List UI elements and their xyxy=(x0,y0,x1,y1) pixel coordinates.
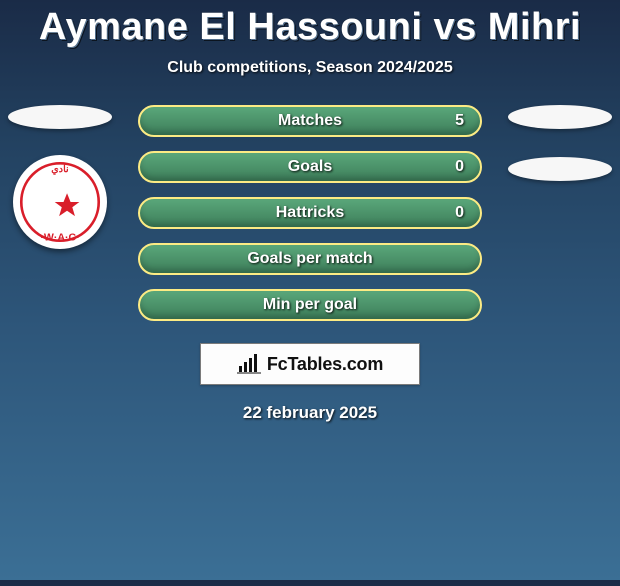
stat-value-right: 5 xyxy=(455,112,464,130)
stat-value-right: 0 xyxy=(455,204,464,222)
snapshot-date: 22 february 2025 xyxy=(10,403,610,423)
stat-row-goals: Goals 0 xyxy=(138,151,482,183)
bar-chart-icon xyxy=(237,354,261,374)
left-player-column: نادي ·W·A·C· xyxy=(0,105,120,249)
stat-value-right: 0 xyxy=(455,158,464,176)
stat-label: Matches xyxy=(140,112,480,130)
club-logo-text: ·W·A·C· xyxy=(40,232,79,244)
stat-row-min-per-goal: Min per goal xyxy=(138,289,482,321)
brand-text: FcTables.com xyxy=(267,354,383,375)
fctables-link[interactable]: FcTables.com xyxy=(200,343,420,385)
wydad-ac-logo: نادي ·W·A·C· xyxy=(13,155,107,249)
stat-label: Goals per match xyxy=(140,250,480,268)
subtitle: Club competitions, Season 2024/2025 xyxy=(0,59,620,77)
stat-label: Hattricks xyxy=(140,204,480,222)
stat-row-goals-per-match: Goals per match xyxy=(138,243,482,275)
comparison-panel: نادي ·W·A·C· Matches 5 Goals 0 Hattricks… xyxy=(0,105,620,423)
player-photo-placeholder-right-2 xyxy=(508,157,612,181)
player-photo-placeholder-right-1 xyxy=(508,105,612,129)
svg-text:نادي: نادي xyxy=(51,164,69,175)
page-title: Aymane El Hassouni vs Mihri xyxy=(0,6,620,49)
stat-label: Min per goal xyxy=(140,296,480,314)
club-logo-icon: نادي ·W·A·C· xyxy=(16,158,104,246)
right-player-column xyxy=(500,105,620,181)
stat-row-hattricks: Hattricks 0 xyxy=(138,197,482,229)
stat-label: Goals xyxy=(140,158,480,176)
player-photo-placeholder-left xyxy=(8,105,112,129)
stat-row-matches: Matches 5 xyxy=(138,105,482,137)
stats-list: Matches 5 Goals 0 Hattricks 0 Goals per … xyxy=(138,105,482,321)
